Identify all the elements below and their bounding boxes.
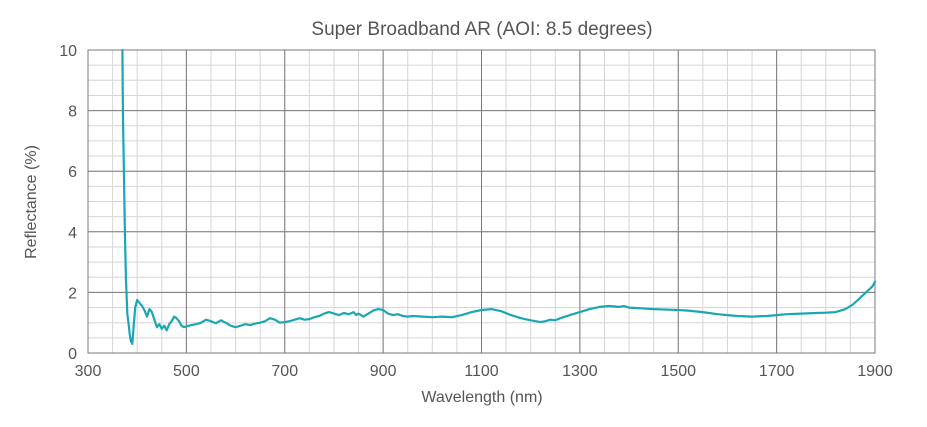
x-tick-label: 1300 [562, 363, 598, 380]
y-tick-label: 6 [68, 164, 77, 181]
y-tick-label: 10 [59, 43, 77, 60]
reflectance-series-line [121, 48, 877, 345]
y-tick-label: 8 [68, 104, 77, 121]
x-tick-label: 1700 [759, 363, 795, 380]
x-tick-label: 500 [173, 363, 200, 380]
x-tick-label: 700 [271, 363, 298, 380]
plot-frame [87, 49, 876, 354]
x-tick-label: 1100 [464, 363, 499, 380]
y-tick-label: 2 [68, 285, 77, 302]
x-tick-label: 1500 [660, 363, 696, 380]
x-tick-label: 900 [370, 363, 397, 380]
x-axis-label: Wavelength (nm) [421, 389, 542, 406]
y-axis-ticks: 0 2 4 6 8 10 [59, 43, 77, 363]
x-tick-label: 1900 [857, 363, 893, 380]
y-tick-label: 0 [68, 346, 77, 363]
y-tick-label: 4 [68, 225, 77, 242]
y-axis-label: Reflectance (%) [23, 145, 40, 259]
chart-title: Super Broadband AR (AOI: 8.5 degrees) [311, 19, 652, 40]
x-tick-label: 300 [75, 363, 102, 380]
x-axis-ticks: 300 500 700 900 1100 1300 1500 1700 1900 [75, 363, 893, 380]
